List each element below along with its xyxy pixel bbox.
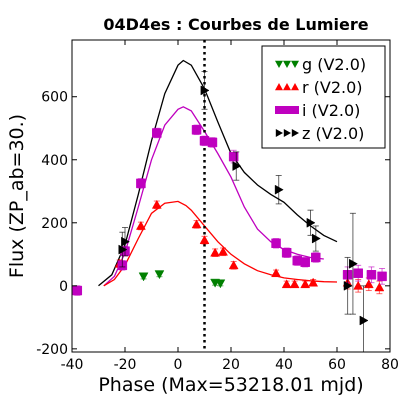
- y-tick-label: 200: [41, 216, 68, 232]
- data-point: [363, 279, 374, 289]
- chart-title: 04D4es : Courbes de Lumiere: [103, 15, 368, 34]
- data-point: [191, 125, 202, 135]
- data-point: [121, 236, 131, 247]
- data-point: [191, 219, 202, 229]
- data-point: [366, 270, 377, 280]
- legend-marker: [275, 129, 283, 137]
- data-point: [274, 184, 284, 195]
- data-point: [136, 178, 146, 189]
- legend: g (V2.0) r (V2.0) i (V2.0) z (V2.0): [261, 45, 386, 149]
- data-point: [151, 199, 162, 209]
- legend-marker: [275, 106, 283, 114]
- data-point: [199, 136, 210, 146]
- legend-label-i: i (V2.0): [302, 101, 360, 120]
- data-point: [154, 270, 165, 280]
- legend-marker: [291, 60, 299, 68]
- data-point: [215, 279, 226, 289]
- data-point: [349, 258, 358, 269]
- legend-marker: [283, 106, 291, 114]
- data-point: [210, 247, 221, 257]
- legend-marker: [283, 83, 291, 91]
- data-point: [289, 279, 300, 289]
- data-point: [281, 279, 292, 289]
- x-axis-label: Phase (Max=53218.01 mjd): [98, 374, 363, 396]
- x-tick-label: 80: [381, 357, 399, 373]
- data-point: [311, 252, 321, 263]
- data-point: [135, 220, 146, 230]
- data-point: [374, 282, 385, 292]
- data-point: [271, 268, 281, 278]
- y-tick-label: 600: [41, 90, 68, 106]
- x-tick-label: -40: [61, 357, 84, 373]
- data-point: [377, 271, 387, 282]
- data-point: [300, 257, 310, 267]
- data-point: [306, 217, 316, 228]
- x-tick-label: 0: [174, 357, 183, 373]
- data-point: [72, 285, 83, 296]
- legend-label-z: z (V2.0): [302, 124, 364, 143]
- data-point: [311, 233, 321, 244]
- data-point: [353, 280, 364, 290]
- y-axis-label: Flux (ZP_ab=30.): [6, 114, 28, 278]
- data-point: [271, 238, 281, 249]
- legend-marker: [275, 83, 283, 91]
- legend-marker: [275, 60, 283, 68]
- legend-marker: [291, 83, 299, 91]
- legend-marker: [291, 106, 299, 114]
- x-tick-label: -20: [114, 357, 137, 373]
- data-point: [138, 272, 149, 282]
- x-tick-label: 60: [328, 357, 346, 373]
- legend-label-g: g (V2.0): [302, 55, 366, 74]
- fit-curve-2: [103, 200, 338, 287]
- legend-marker: [283, 60, 291, 68]
- legend-markers: [275, 60, 299, 137]
- y-tick-label: -200: [36, 342, 68, 358]
- data-point: [308, 277, 319, 287]
- legend-marker: [291, 129, 299, 137]
- y-tick-label: 0: [59, 279, 68, 295]
- data-point: [200, 85, 210, 96]
- x-tick-label: 40: [275, 357, 293, 373]
- data-points: [72, 71, 387, 353]
- data-point: [300, 279, 311, 289]
- data-point: [359, 315, 369, 326]
- data-point: [199, 235, 210, 244]
- data-point: [218, 246, 228, 256]
- x-tick-label: 20: [222, 357, 240, 373]
- data-point: [152, 128, 162, 138]
- data-point: [228, 260, 239, 270]
- data-point: [232, 161, 242, 171]
- data-point: [118, 244, 128, 255]
- legend-marker: [283, 129, 291, 137]
- data-point: [207, 137, 218, 148]
- data-point: [353, 268, 363, 278]
- y-tick-label: 400: [41, 153, 68, 169]
- legend-label-r: r (V2.0): [302, 78, 363, 97]
- data-point: [292, 255, 302, 266]
- legend-box: [261, 45, 386, 149]
- data-point: [343, 280, 353, 291]
- data-point: [281, 247, 292, 258]
